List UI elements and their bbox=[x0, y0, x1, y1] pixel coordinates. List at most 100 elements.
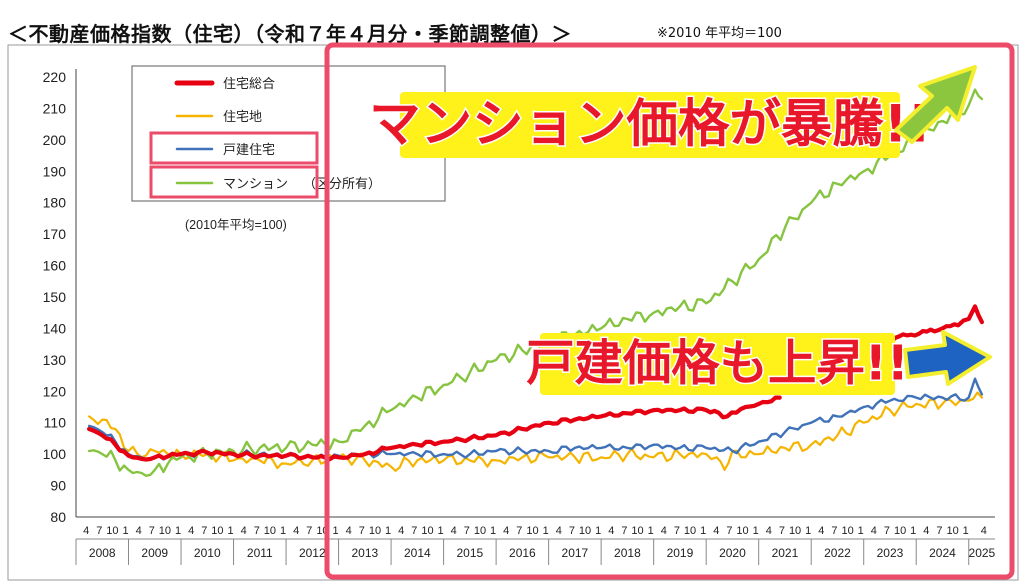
callout-condo: マンション価格が暴騰!! bbox=[368, 92, 932, 158]
y-tick-label: 210 bbox=[43, 100, 67, 116]
series-line-total bbox=[87, 395, 782, 462]
x-month-label: 7 bbox=[516, 525, 522, 537]
x-month-label: 10 bbox=[474, 525, 486, 537]
x-month-label: 7 bbox=[359, 525, 365, 537]
x-year-label: 2022 bbox=[824, 546, 851, 560]
x-month-label: 1 bbox=[963, 525, 969, 537]
x-month-label: 10 bbox=[211, 525, 223, 537]
x-month-label: 10 bbox=[159, 525, 171, 537]
x-month-label: 4 bbox=[981, 525, 987, 537]
base-note: ※2010 年平均＝100 bbox=[657, 26, 782, 41]
x-month-label: 10 bbox=[841, 525, 853, 537]
x-month-label: 1 bbox=[438, 525, 444, 537]
x-month-label: 1 bbox=[753, 525, 759, 537]
x-month-label: 4 bbox=[241, 525, 247, 537]
y-tick-label: 170 bbox=[43, 226, 67, 242]
x-year-label: 2014 bbox=[404, 546, 431, 560]
x-month-label: 1 bbox=[648, 525, 654, 537]
y-tick-label: 220 bbox=[43, 69, 67, 85]
x-month-label: 1 bbox=[858, 525, 864, 537]
y-tick-label: 90 bbox=[50, 478, 66, 494]
x-year-label: 2020 bbox=[719, 546, 746, 560]
x-month-label: 7 bbox=[96, 525, 102, 537]
x-month-label: 4 bbox=[293, 525, 299, 537]
x-year-label: 2024 bbox=[929, 546, 956, 560]
y-tick-label: 140 bbox=[43, 320, 67, 336]
x-month-label: 4 bbox=[818, 525, 824, 537]
x-year-label: 2011 bbox=[247, 546, 273, 560]
series-line-total2 bbox=[880, 304, 984, 347]
x-year-label: 2018 bbox=[614, 546, 641, 560]
y-tick-label: 130 bbox=[43, 352, 67, 368]
x-month-label: 7 bbox=[674, 525, 680, 537]
x-month-label: 7 bbox=[779, 525, 785, 537]
x-month-label: 1 bbox=[490, 525, 496, 537]
x-month-label: 1 bbox=[910, 525, 916, 537]
x-year-label: 2013 bbox=[351, 546, 378, 560]
page-title: ＜不動産価格指数（住宅）（令和７年４月分・季節調整値）＞ bbox=[8, 22, 572, 46]
x-month-label: 7 bbox=[464, 525, 470, 537]
x-year-label: 2017 bbox=[562, 546, 589, 560]
x-month-label: 7 bbox=[411, 525, 417, 537]
x-month-label: 10 bbox=[106, 525, 118, 537]
x-month-label: 1 bbox=[543, 525, 549, 537]
x-month-label: 10 bbox=[264, 525, 276, 537]
x-month-label: 4 bbox=[188, 525, 194, 537]
x-month-label: 1 bbox=[805, 525, 811, 537]
x-month-label: 4 bbox=[346, 525, 352, 537]
y-tick-label: 120 bbox=[43, 383, 67, 399]
x-month-label: 10 bbox=[684, 525, 696, 537]
legend-label-total: 住宅総合 bbox=[223, 76, 275, 91]
y-tick-label: 100 bbox=[43, 446, 67, 462]
y-tick-label: 80 bbox=[50, 509, 66, 525]
legend-label-land: 住宅地 bbox=[223, 109, 262, 124]
x-month-label: 7 bbox=[831, 525, 837, 537]
x-month-label: 1 bbox=[595, 525, 601, 537]
y-tick-label: 110 bbox=[44, 415, 67, 431]
y-tick-label: 200 bbox=[43, 132, 67, 148]
x-month-label: 10 bbox=[789, 525, 801, 537]
x-year-label: 2009 bbox=[141, 546, 168, 560]
legend-label-condo: マンション bbox=[223, 176, 288, 191]
x-month-label: 4 bbox=[451, 525, 457, 537]
x-month-label: 10 bbox=[894, 525, 906, 537]
x-month-label: 4 bbox=[503, 525, 509, 537]
x-month-label: 4 bbox=[766, 525, 772, 537]
x-year-label: 2012 bbox=[299, 546, 326, 560]
x-month-label: 1 bbox=[280, 525, 286, 537]
x-month-label: 1 bbox=[122, 525, 128, 537]
callout-house-text: 戸建価格も上昇!! bbox=[526, 336, 909, 392]
x-month-label: 1 bbox=[333, 525, 339, 537]
x-month-label: 4 bbox=[871, 525, 877, 537]
x-month-label: 10 bbox=[946, 525, 958, 537]
x-month-label: 7 bbox=[254, 525, 260, 537]
x-month-label: 4 bbox=[556, 525, 562, 537]
x-month-label: 4 bbox=[923, 525, 929, 537]
legend-base-note: (2010年平均=100) bbox=[185, 218, 287, 232]
callout-condo-text: マンション価格が暴騰!! bbox=[369, 95, 931, 155]
y-tick-label: 180 bbox=[43, 195, 67, 211]
x-month-label: 7 bbox=[621, 525, 627, 537]
x-year-label: 2010 bbox=[194, 546, 221, 560]
x-month-label: 7 bbox=[884, 525, 890, 537]
legend-paren-note: （区分所有） bbox=[303, 176, 381, 191]
y-tick-label: 160 bbox=[43, 258, 67, 274]
x-month-label: 4 bbox=[398, 525, 404, 537]
x-month-label: 7 bbox=[149, 525, 155, 537]
x-year-label: 2015 bbox=[457, 546, 484, 560]
x-month-label: 7 bbox=[306, 525, 312, 537]
y-tick-label: 190 bbox=[43, 163, 67, 179]
x-month-label: 4 bbox=[661, 525, 667, 537]
x-year-label: 2019 bbox=[667, 546, 694, 560]
x-month-label: 7 bbox=[201, 525, 207, 537]
callout-house: 戸建価格も上昇!! bbox=[525, 333, 910, 395]
x-month-label: 1 bbox=[175, 525, 181, 537]
x-year-label: 2021 bbox=[772, 546, 799, 560]
x-month-label: 4 bbox=[713, 525, 719, 537]
x-month-label: 7 bbox=[569, 525, 575, 537]
x-month-label: 7 bbox=[936, 525, 942, 537]
legend-highlight-condo bbox=[149, 165, 319, 199]
callout-house-bg bbox=[540, 333, 895, 395]
